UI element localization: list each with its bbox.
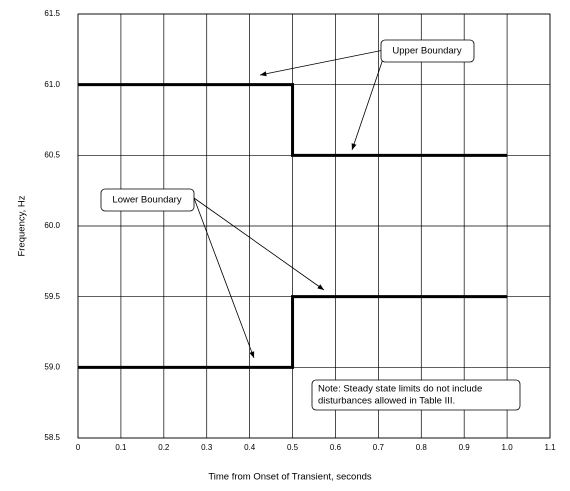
- x-tick-label: 1.0: [502, 443, 514, 452]
- y-tick-label: 60.5: [44, 150, 60, 159]
- x-axis-label: Time from Onset of Transient, seconds: [208, 472, 372, 483]
- callout-box: [100, 188, 195, 212]
- boundary-line: [78, 83, 508, 157]
- y-tick-label: 59.0: [44, 362, 60, 371]
- y-tick-label: 61.0: [44, 80, 60, 89]
- x-tick-label: 0.8: [416, 443, 428, 452]
- callout-box: [380, 39, 475, 63]
- y-tick-label: 60.0: [44, 221, 60, 230]
- note-text: disturbances allowed in Table III.: [318, 396, 455, 407]
- x-tick-label: 0.1: [115, 443, 127, 452]
- plot-frame: [77, 13, 551, 439]
- x-tick-label: 0.3: [201, 443, 213, 452]
- note-box: [311, 379, 521, 411]
- x-tick-label: 1.1: [544, 443, 556, 452]
- x-tick-label: 0.2: [158, 443, 170, 452]
- arrows: [193, 49, 385, 359]
- x-tick-label: 0.9: [459, 443, 471, 452]
- callout-label: Lower Boundary: [112, 195, 181, 206]
- x-tick-label: 0.6: [330, 443, 342, 452]
- x-tick-label: 0: [76, 443, 81, 452]
- y-tick-label: 61.5: [44, 9, 60, 18]
- x-tick-label: 0.5: [287, 443, 299, 452]
- y-tick-label: 58.5: [44, 433, 60, 442]
- note-text: Note: Steady state limits do not include: [318, 384, 482, 395]
- plot-area: 0 0.1 0.2 0.3 0.4 0.5 0.6 0.7 0.8 0.9 1.0 1.1 58.5 59…: [44, 9, 556, 452]
- x-tick-label: 0.7: [373, 443, 385, 452]
- y-axis-label: Frequency, Hz: [17, 195, 28, 256]
- callout-label: Upper Boundary: [392, 46, 461, 57]
- x-tick-label: 0.4: [244, 443, 256, 452]
- boundary-line: [78, 295, 508, 369]
- y-tick-label: 59.5: [44, 292, 60, 301]
